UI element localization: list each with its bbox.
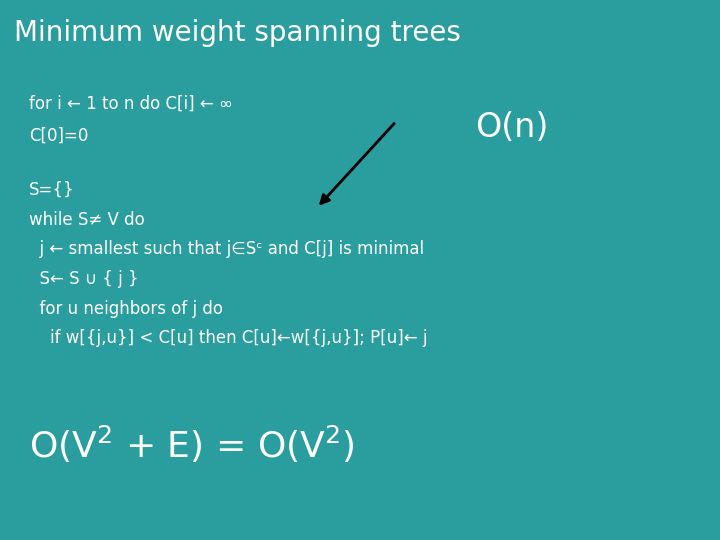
Text: O(V$^2$ + E) = O(V$^2$): O(V$^2$ + E) = O(V$^2$) [29,424,354,465]
Text: S={}: S={} [29,181,74,199]
Text: for u neighbors of j do: for u neighbors of j do [29,300,222,318]
Text: Minimum weight spanning trees: Minimum weight spanning trees [14,19,462,47]
Text: if w[{j,u}] < C[u] then C[u]←w[{j,u}]; P[u]← j: if w[{j,u}] < C[u] then C[u]←w[{j,u}]; P… [29,329,427,347]
Text: for i ← 1 to n do C[i] ← ∞: for i ← 1 to n do C[i] ← ∞ [29,94,233,112]
Text: C[0]=0: C[0]=0 [29,127,88,145]
Text: O(n): O(n) [475,111,549,144]
Text: S← S ∪ { j }: S← S ∪ { j } [29,270,138,288]
Text: while S≠ V do: while S≠ V do [29,211,145,228]
Text: j ← smallest such that j∈Sᶜ and C[j] is minimal: j ← smallest such that j∈Sᶜ and C[j] is … [29,240,424,258]
